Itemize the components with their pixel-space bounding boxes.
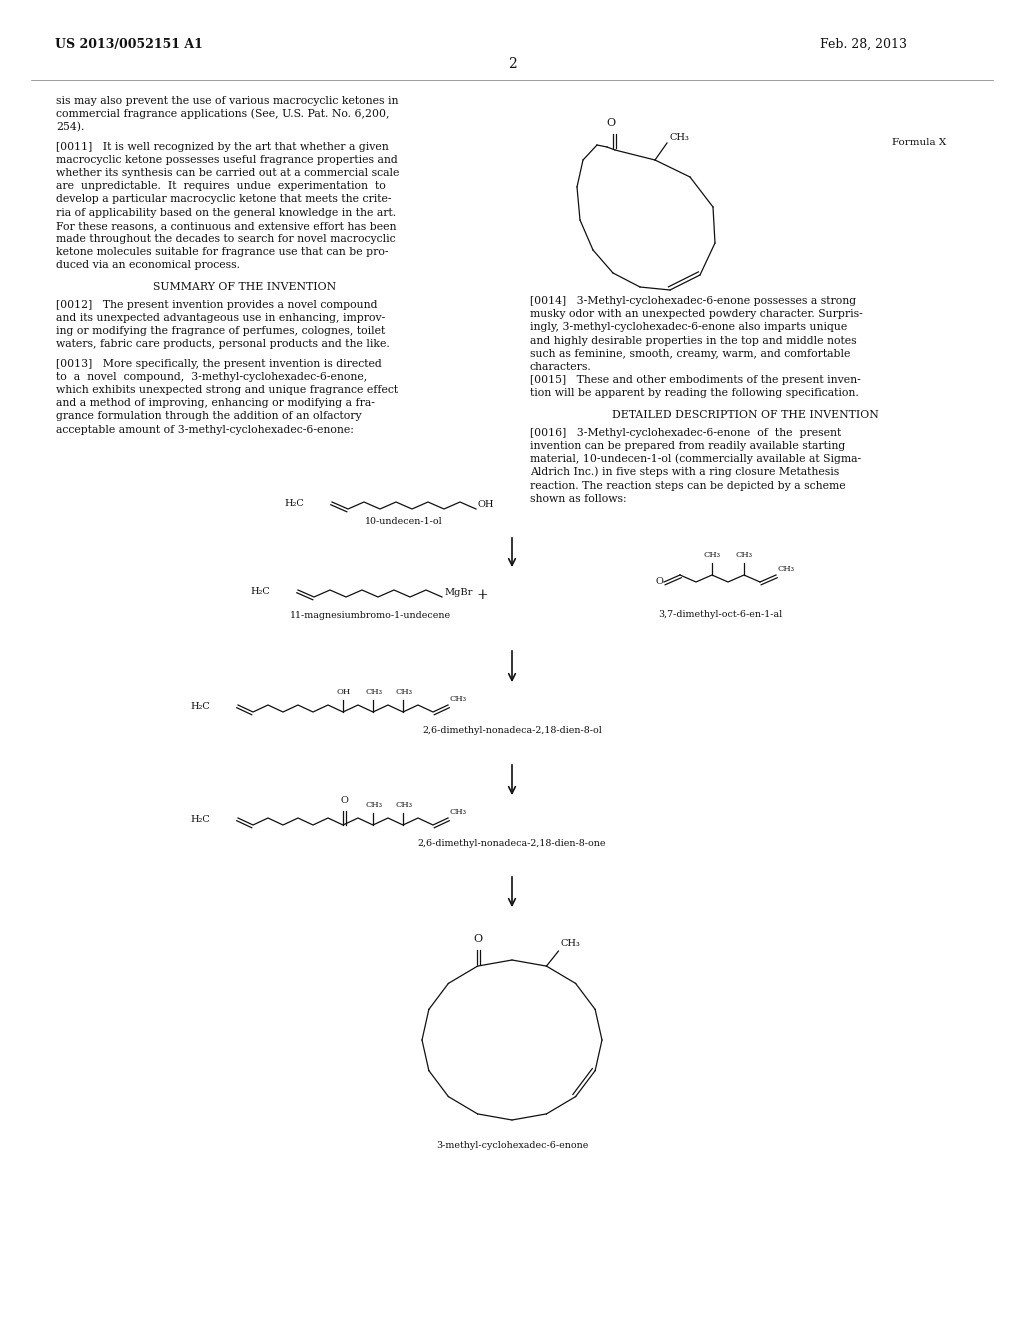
Text: CH₃: CH₃ bbox=[366, 801, 383, 809]
Text: 10-undecen-1-ol: 10-undecen-1-ol bbox=[366, 517, 442, 525]
Text: are  unpredictable.  It  requires  undue  experimentation  to: are unpredictable. It requires undue exp… bbox=[56, 181, 386, 191]
Text: which exhibits unexpected strong and unique fragrance effect: which exhibits unexpected strong and uni… bbox=[56, 385, 398, 395]
Text: Formula X: Formula X bbox=[892, 139, 946, 147]
Text: and its unexpected advantageous use in enhancing, improv-: and its unexpected advantageous use in e… bbox=[56, 313, 385, 323]
Text: [0012]   The present invention provides a novel compound: [0012] The present invention provides a … bbox=[56, 300, 378, 310]
Text: CH₃: CH₃ bbox=[450, 808, 467, 816]
Text: H₂C: H₂C bbox=[190, 814, 210, 824]
Text: acceptable amount of 3-methyl-cyclohexadec-6-enone:: acceptable amount of 3-methyl-cyclohexad… bbox=[56, 425, 354, 434]
Text: grance formulation through the addition of an olfactory: grance formulation through the addition … bbox=[56, 412, 361, 421]
Text: H₂C: H₂C bbox=[190, 702, 210, 711]
Text: such as feminine, smooth, creamy, warm, and comfortable: such as feminine, smooth, creamy, warm, … bbox=[530, 348, 850, 359]
Text: [0013]   More specifically, the present invention is directed: [0013] More specifically, the present in… bbox=[56, 359, 382, 368]
Text: MgBr: MgBr bbox=[444, 587, 472, 597]
Text: For these reasons, a continuous and extensive effort has been: For these reasons, a continuous and exte… bbox=[56, 220, 396, 231]
Text: musky odor with an unexpected powdery character. Surpris-: musky odor with an unexpected powdery ch… bbox=[530, 309, 863, 319]
Text: SUMMARY OF THE INVENTION: SUMMARY OF THE INVENTION bbox=[154, 281, 337, 292]
Text: invention can be prepared from readily available starting: invention can be prepared from readily a… bbox=[530, 441, 845, 451]
Text: CH₃: CH₃ bbox=[560, 939, 581, 948]
Text: 254).: 254). bbox=[56, 121, 84, 132]
Text: duced via an economical process.: duced via an economical process. bbox=[56, 260, 240, 271]
Text: OH: OH bbox=[337, 688, 351, 696]
Text: CH₃: CH₃ bbox=[669, 133, 689, 143]
Text: ria of applicability based on the general knowledge in the art.: ria of applicability based on the genera… bbox=[56, 207, 396, 218]
Text: develop a particular macrocyclic ketone that meets the crite-: develop a particular macrocyclic ketone … bbox=[56, 194, 391, 205]
Text: O: O bbox=[473, 935, 482, 944]
Text: CH₃: CH₃ bbox=[395, 688, 413, 696]
Text: US 2013/0052151 A1: US 2013/0052151 A1 bbox=[55, 38, 203, 51]
Text: CH₃: CH₃ bbox=[450, 696, 467, 704]
Text: shown as follows:: shown as follows: bbox=[530, 494, 627, 504]
Text: Aldrich Inc.) in five steps with a ring closure Metathesis: Aldrich Inc.) in five steps with a ring … bbox=[530, 467, 840, 478]
Text: CH₃: CH₃ bbox=[366, 688, 383, 696]
Text: CH₃: CH₃ bbox=[395, 801, 413, 809]
Text: 11-magnesiumbromo-1-undecene: 11-magnesiumbromo-1-undecene bbox=[290, 611, 451, 620]
Text: CH₃: CH₃ bbox=[703, 550, 721, 558]
Text: ingly, 3-methyl-cyclohexadec-6-enone also imparts unique: ingly, 3-methyl-cyclohexadec-6-enone als… bbox=[530, 322, 847, 333]
Text: [0014]   3-Methyl-cyclohexadec-6-enone possesses a strong: [0014] 3-Methyl-cyclohexadec-6-enone pos… bbox=[530, 296, 856, 306]
Text: whether its synthesis can be carried out at a commercial scale: whether its synthesis can be carried out… bbox=[56, 168, 399, 178]
Text: [0011]   It is well recognized by the art that whether a given: [0011] It is well recognized by the art … bbox=[56, 141, 389, 152]
Text: CH₃: CH₃ bbox=[735, 550, 753, 558]
Text: and highly desirable properties in the top and middle notes: and highly desirable properties in the t… bbox=[530, 335, 857, 346]
Text: 3-methyl-cyclohexadec-6-enone: 3-methyl-cyclohexadec-6-enone bbox=[436, 1140, 588, 1150]
Text: 2,6-dimethyl-nonadeca-2,18-dien-8-ol: 2,6-dimethyl-nonadeca-2,18-dien-8-ol bbox=[422, 726, 602, 735]
Text: [0016]   3-Methyl-cyclohexadec-6-enone  of  the  present: [0016] 3-Methyl-cyclohexadec-6-enone of … bbox=[530, 428, 842, 438]
Text: +: + bbox=[477, 587, 488, 602]
Text: OH: OH bbox=[478, 500, 495, 510]
Text: macrocyclic ketone possesses useful fragrance properties and: macrocyclic ketone possesses useful frag… bbox=[56, 154, 397, 165]
Text: and a method of improving, enhancing or modifying a fra-: and a method of improving, enhancing or … bbox=[56, 399, 375, 408]
Text: ketone molecules suitable for fragrance use that can be pro-: ketone molecules suitable for fragrance … bbox=[56, 247, 388, 257]
Text: commercial fragrance applications (See, U.S. Pat. No. 6,200,: commercial fragrance applications (See, … bbox=[56, 108, 389, 119]
Text: tion will be apparent by reading the following specification.: tion will be apparent by reading the fol… bbox=[530, 388, 859, 399]
Text: Feb. 28, 2013: Feb. 28, 2013 bbox=[820, 38, 907, 51]
Text: waters, fabric care products, personal products and the like.: waters, fabric care products, personal p… bbox=[56, 339, 390, 350]
Text: material, 10-undecen-1-ol (commercially available at Sigma-: material, 10-undecen-1-ol (commercially … bbox=[530, 454, 861, 465]
Text: [0015]   These and other embodiments of the present inven-: [0015] These and other embodiments of th… bbox=[530, 375, 861, 385]
Text: characters.: characters. bbox=[530, 362, 592, 372]
Text: to  a  novel  compound,  3-methyl-cyclohexadec-6-enone,: to a novel compound, 3-methyl-cyclohexad… bbox=[56, 372, 368, 381]
Text: sis may also prevent the use of various macrocyclic ketones in: sis may also prevent the use of various … bbox=[56, 96, 398, 106]
Text: 3,7-dimethyl-oct-6-en-1-al: 3,7-dimethyl-oct-6-en-1-al bbox=[657, 610, 782, 619]
Text: H₂C: H₂C bbox=[285, 499, 304, 508]
Text: 2,6-dimethyl-nonadeca-2,18-dien-8-one: 2,6-dimethyl-nonadeca-2,18-dien-8-one bbox=[418, 840, 606, 847]
Text: CH₃: CH₃ bbox=[778, 565, 795, 573]
Text: made throughout the decades to search for novel macrocyclic: made throughout the decades to search fo… bbox=[56, 234, 395, 244]
Text: O: O bbox=[606, 117, 615, 128]
Text: H₂C: H₂C bbox=[250, 587, 270, 597]
Text: DETAILED DESCRIPTION OF THE INVENTION: DETAILED DESCRIPTION OF THE INVENTION bbox=[611, 409, 879, 420]
Text: ing or modifying the fragrance of perfumes, colognes, toilet: ing or modifying the fragrance of perfum… bbox=[56, 326, 385, 337]
Text: 2: 2 bbox=[508, 57, 516, 71]
Text: O: O bbox=[655, 577, 663, 586]
Text: O: O bbox=[340, 796, 348, 805]
Text: reaction. The reaction steps can be depicted by a scheme: reaction. The reaction steps can be depi… bbox=[530, 480, 846, 491]
